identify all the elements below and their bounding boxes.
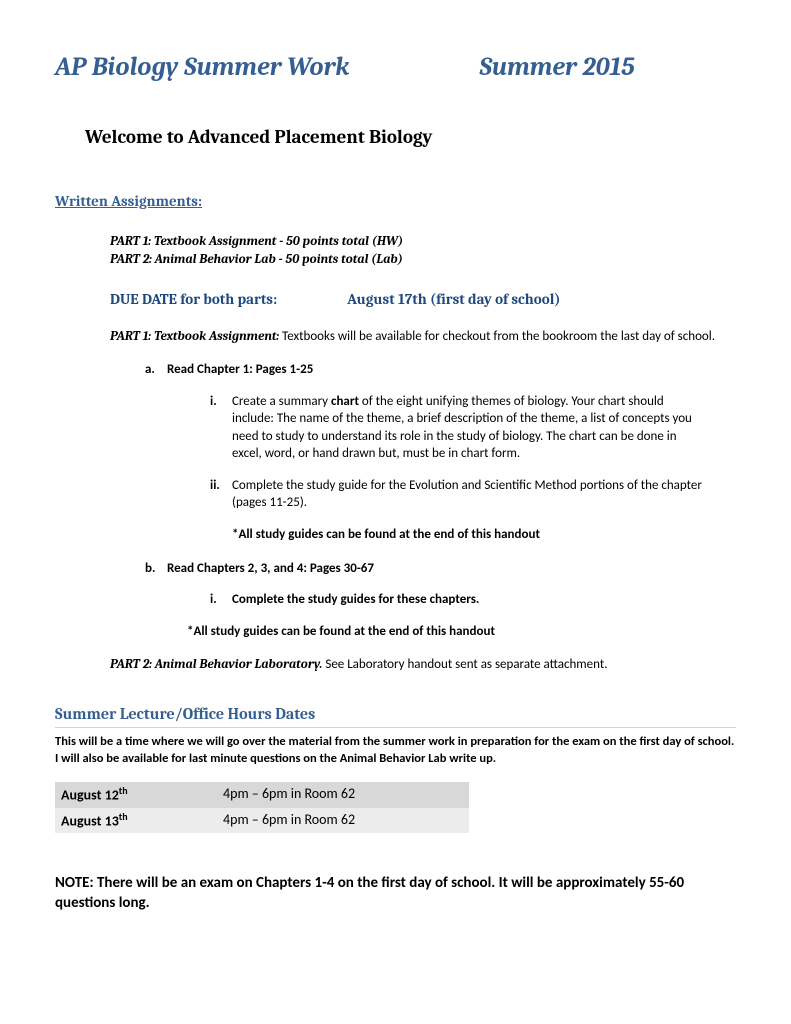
item-b-i: i.Complete the study guides for these ch…	[210, 591, 736, 609]
title-right: Summer 2015	[479, 52, 634, 82]
item-ii: ii.Complete the study guide for the Evol…	[210, 477, 736, 512]
office-hours-heading: Summer Lecture/Office Hours Dates	[55, 704, 736, 729]
study-guide-note-2: *All study guides can be found at the en…	[187, 623, 736, 641]
part2-label: PART 2:	[110, 657, 152, 672]
welcome-heading: Welcome to Advanced Placement Biology	[85, 125, 736, 151]
item-i-marker: i.	[210, 393, 232, 411]
schedule-date: August 12th	[55, 782, 217, 808]
office-hours-intro: This will be a time where we will go ove…	[55, 734, 736, 768]
item-b: b.Read Chapters 2, 3, and 4: Pages 30-67	[145, 560, 736, 578]
item-ii-text: Complete the study guide for the Evoluti…	[232, 477, 702, 512]
title-left: AP Biology Summer Work	[55, 52, 349, 82]
schedule-time: 4pm – 6pm in Room 62	[217, 808, 469, 834]
part1-block: PART 1: Textbook Assignment: Textbooks w…	[110, 328, 736, 346]
item-ii-marker: ii.	[210, 477, 232, 495]
assignments-heading: Written Assignments:	[55, 191, 736, 211]
item-b-marker: b.	[145, 560, 167, 578]
schedule-date: August 13th	[55, 808, 217, 834]
item-b-text: Read Chapters 2, 3, and 4: Pages 30-67	[167, 561, 374, 576]
schedule-time: 4pm – 6pm in Room 62	[217, 782, 469, 808]
study-guide-note-1: *All study guides can be found at the en…	[232, 526, 736, 544]
part2-text: See Laboratory handout sent as separate …	[322, 657, 607, 672]
table-row: August 12th 4pm – 6pm in Room 62	[55, 782, 469, 808]
item-a-marker: a.	[145, 361, 167, 379]
table-row: August 13th 4pm – 6pm in Room 62	[55, 808, 469, 834]
due-date-line: DUE DATE for both parts: August 17th (fir…	[110, 289, 736, 309]
due-label: DUE DATE for both parts:	[110, 290, 277, 308]
item-bi-marker: i.	[210, 591, 232, 609]
part1-label: PART 1:	[110, 329, 151, 344]
part2-block: PART 2: Animal Behavior Laboratory. See …	[110, 656, 736, 674]
item-i: i.Create a summary chart of the eight un…	[210, 393, 736, 463]
part2-summary: PART 2: Animal Behavior Lab - 50 points …	[110, 251, 736, 269]
part-summary: PART 1: Textbook Assignment - 50 points …	[110, 233, 736, 269]
part1-subtitle: Textbook Assignment:	[154, 329, 279, 344]
due-value: August 17th (first day of school)	[347, 290, 560, 308]
item-i-text: Create a summary chart of the eight unif…	[232, 393, 702, 463]
part1-summary: PART 1: Textbook Assignment - 50 points …	[110, 233, 736, 251]
exam-note: NOTE: There will be an exam on Chapters …	[55, 873, 736, 914]
item-a: a.Read Chapter 1: Pages 1-25	[145, 361, 736, 379]
item-a-text: Read Chapter 1: Pages 1-25	[167, 362, 313, 377]
schedule-table: August 12th 4pm – 6pm in Room 62 August …	[55, 782, 469, 833]
item-bi-text: Complete the study guides for these chap…	[232, 591, 702, 609]
part1-text: Textbooks will be available for checkout…	[279, 329, 715, 344]
document-title: AP Biology Summer Work Summer 2015	[55, 50, 736, 85]
part2-subtitle: Animal Behavior Laboratory.	[155, 657, 323, 672]
